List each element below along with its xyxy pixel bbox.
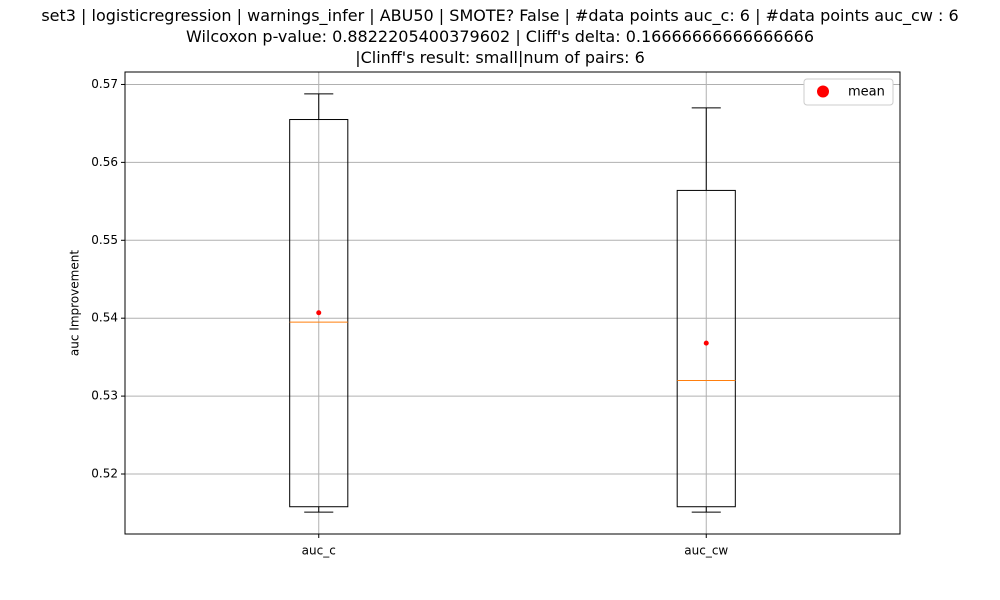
mean-marker-auc_cw (703, 340, 709, 346)
mean-marker-auc_c (316, 310, 322, 316)
box-iqr-auc_cw (676, 189, 736, 508)
box-layer (289, 93, 736, 513)
chart-title-line-1: set3 | logisticregression | warnings_inf… (41, 6, 959, 25)
y-tick-label: 0.54 (91, 311, 118, 325)
y-tick-label: 0.52 (91, 467, 118, 481)
x-tick-label: auc_c (302, 544, 336, 558)
chart-title-line-2: Wilcoxon p-value: 0.8822205400379602 | C… (185, 27, 815, 46)
box-iqr-auc_c (289, 119, 349, 508)
x-tick-label: auc_cw (684, 544, 728, 558)
y-axis-label: auc Improvement (68, 250, 82, 356)
chart-title-line-3: |Clinff's result: small|num of pairs: 6 (355, 48, 645, 67)
legend[interactable]: mean (803, 78, 894, 106)
y-tick-label: 0.55 (91, 233, 118, 247)
plot-area-frame (124, 71, 901, 535)
legend-frame (803, 78, 894, 106)
legend-mean-label: mean (848, 85, 885, 100)
y-tick-label: 0.53 (91, 389, 118, 403)
legend-mean-marker (817, 85, 829, 98)
grid-layer (125, 72, 900, 534)
axis-layer: 0.52 0.53 0.54 0.55 0.56 0.57 auc_c auc_cw (91, 77, 728, 558)
y-tick-label: 0.56 (91, 155, 118, 169)
y-tick-label: 0.57 (91, 77, 118, 91)
